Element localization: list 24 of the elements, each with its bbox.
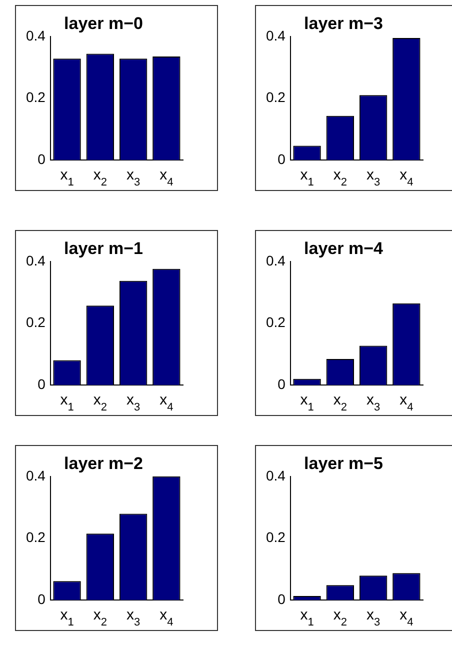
y-tick-label: 0.2 xyxy=(266,529,286,546)
y-tick-label: 0.4 xyxy=(266,27,286,44)
chart-title: layer m−4 xyxy=(304,238,384,258)
chart-title: layer m−2 xyxy=(64,454,143,473)
chart-title: layer m−0 xyxy=(64,14,143,33)
y-tick-label: 0.2 xyxy=(26,89,46,106)
y-tick-label: 0 xyxy=(38,590,46,607)
y-tick-label: 0.2 xyxy=(26,314,46,330)
y-tick-label: 0 xyxy=(38,376,46,392)
y-tick-label: 0.4 xyxy=(266,467,286,484)
y-tick-label: 0.4 xyxy=(266,252,286,268)
chart-title: layer m−1 xyxy=(64,238,143,258)
chart-title: layer m−3 xyxy=(304,14,383,33)
y-tick-label: 0.4 xyxy=(26,27,46,44)
y-tick-label: 0 xyxy=(278,150,286,167)
y-tick-label: 0 xyxy=(278,590,286,607)
y-tick-label: 0.2 xyxy=(266,314,286,330)
y-tick-label: 0.4 xyxy=(26,467,46,484)
y-tick-label: 0 xyxy=(38,150,46,167)
y-tick-label: 0.2 xyxy=(266,89,286,106)
y-tick-label: 0.4 xyxy=(26,252,46,268)
y-tick-label: 0 xyxy=(278,376,286,392)
y-tick-label: 0.2 xyxy=(26,529,46,546)
chart-title: layer m−5 xyxy=(304,454,383,473)
